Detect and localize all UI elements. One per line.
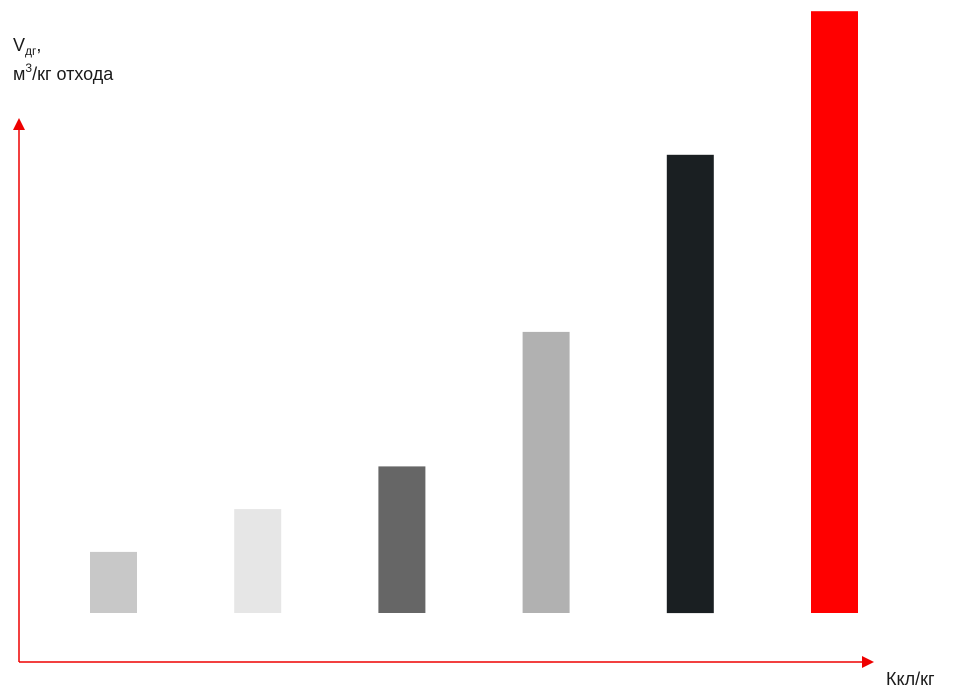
bar-2 [234, 509, 282, 613]
bar-1 [90, 551, 137, 613]
bar-5 [666, 154, 714, 614]
y-axis-label-line2: м3/кг отхода [13, 61, 114, 84]
bar-6 [811, 11, 858, 613]
bar-4 [522, 331, 570, 613]
bar-3 [378, 466, 426, 613]
bars-group [90, 11, 858, 614]
y-axis-label-line1: Vдг, [13, 35, 41, 58]
x-axis-label: Ккл/кг [886, 669, 935, 689]
